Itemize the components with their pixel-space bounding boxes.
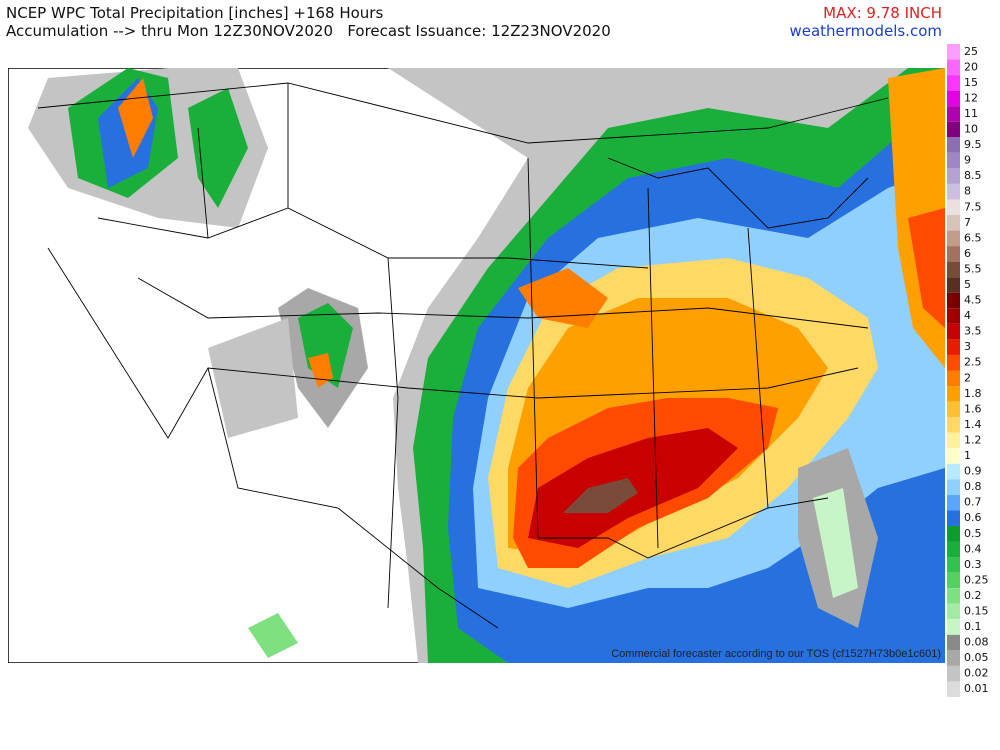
legend-label: 7.5 — [964, 200, 982, 213]
legend-swatch — [947, 354, 960, 371]
legend-swatch — [947, 557, 960, 573]
legend-label: 10 — [964, 123, 978, 136]
legend-label: 0.6 — [964, 511, 982, 524]
legend-label: 7 — [964, 216, 971, 229]
legend-label: 1.6 — [964, 402, 982, 415]
legend-label: 1.8 — [964, 387, 982, 400]
legend-swatch — [947, 152, 960, 169]
legend-swatch — [947, 479, 960, 495]
legend-swatch — [947, 650, 960, 666]
legend-label: 8.5 — [964, 169, 982, 182]
map: Commercial forecaster according to our T… — [8, 68, 945, 663]
legend-swatch — [947, 525, 960, 542]
legend: 2520151211109.598.587.576.565.554.543.53… — [947, 44, 989, 697]
legend-swatch — [947, 106, 960, 122]
legend-swatch — [947, 448, 960, 464]
borders — [37, 82, 889, 629]
legend-label: 5.5 — [964, 262, 982, 275]
legend-swatch — [947, 59, 960, 76]
title: NCEP WPC Total Precipitation [inches] +1… — [6, 4, 384, 22]
legend-label: 1 — [964, 449, 971, 462]
legend-swatch — [947, 308, 960, 324]
legend-swatch — [947, 339, 960, 355]
legend-label: 0.7 — [964, 496, 982, 509]
site: weathermodels.com — [789, 22, 942, 40]
legend-swatch — [947, 665, 960, 682]
legend-label: 0.01 — [964, 682, 989, 695]
legend-swatch — [947, 261, 960, 278]
watermark: Commercial forecaster according to our T… — [611, 648, 941, 660]
legend-swatch — [947, 541, 960, 558]
legend-swatch — [947, 417, 960, 433]
legend-swatch — [947, 277, 960, 293]
legend-label: 0.3 — [964, 558, 982, 571]
legend-label: 0.8 — [964, 480, 982, 493]
legend-label: 6.5 — [964, 231, 982, 244]
legend-label: 0.1 — [964, 620, 982, 633]
legend-label: 0.5 — [964, 527, 982, 540]
legend-swatch — [947, 681, 960, 697]
legend-swatch — [947, 90, 960, 107]
legend-label: 8 — [964, 185, 971, 198]
legend-label: 1.2 — [964, 433, 982, 446]
legend-swatch — [947, 510, 960, 526]
legend-label: 2 — [964, 371, 971, 384]
legend-label: 15 — [964, 76, 978, 89]
legend-label: 0.4 — [964, 542, 982, 555]
legend-label: 0.15 — [964, 604, 989, 617]
legend-swatch — [947, 137, 960, 153]
legend-label: 4 — [964, 309, 971, 322]
legend-label: 25 — [964, 45, 978, 58]
legend-swatch — [947, 168, 960, 184]
legend-swatch — [947, 323, 960, 340]
legend-label: 0.08 — [964, 636, 989, 649]
legend-swatch — [947, 370, 960, 387]
legend-swatch — [947, 634, 960, 651]
legend-label: 9 — [964, 154, 971, 167]
legend-label: 0.9 — [964, 465, 982, 478]
legend-swatch — [947, 619, 960, 635]
legend-swatch — [947, 432, 960, 449]
legend-swatch — [947, 75, 960, 91]
legend-label: 4.5 — [964, 294, 982, 307]
legend-label: 0.02 — [964, 667, 989, 680]
legend-label: 11 — [964, 107, 978, 120]
legend-swatch — [947, 463, 960, 480]
legend-swatch — [947, 215, 960, 231]
precip-field — [28, 68, 945, 663]
legend-label: 3.5 — [964, 325, 982, 338]
max-value: MAX: 9.78 INCH — [823, 4, 942, 22]
legend-swatch — [947, 292, 960, 309]
legend-label: 12 — [964, 91, 978, 104]
legend-swatch — [947, 199, 960, 216]
legend-swatch — [947, 246, 960, 262]
legend-label: 0.05 — [964, 651, 989, 664]
legend-label: 0.2 — [964, 589, 982, 602]
legend-swatch — [947, 401, 960, 418]
legend-label: 2.5 — [964, 356, 982, 369]
legend-swatch — [947, 588, 960, 604]
legend-label: 6 — [964, 247, 971, 260]
legend-label: 0.25 — [964, 573, 989, 586]
legend-swatch — [947, 121, 960, 138]
legend-swatch — [947, 494, 960, 511]
legend-swatch — [947, 230, 960, 247]
legend-label: 3 — [964, 340, 971, 353]
legend-swatch — [947, 603, 960, 620]
legend-label: 5 — [964, 278, 971, 291]
subtitle: Accumulation --> thru Mon 12Z30NOV2020 F… — [6, 22, 611, 40]
legend-swatch — [947, 572, 960, 589]
legend-label: 1.4 — [964, 418, 982, 431]
legend-swatch — [947, 183, 960, 200]
legend-swatch — [947, 386, 960, 402]
legend-swatch — [947, 44, 960, 60]
legend-label: 9.5 — [964, 138, 982, 151]
legend-label: 20 — [964, 60, 978, 73]
